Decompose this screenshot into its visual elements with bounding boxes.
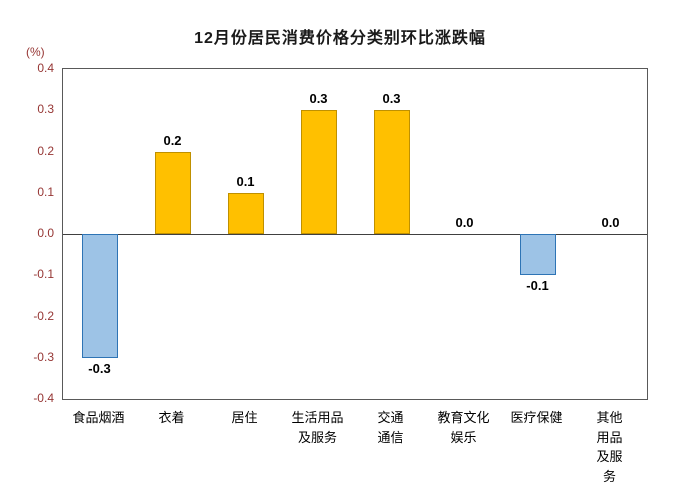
bar-value-label: 0.0 [455,215,474,230]
y-axis: 0.4 0.3 0.2 0.1 0.0 -0.1 -0.2 -0.3 -0.4 [0,61,54,405]
y-tick-label: -0.2 [33,308,54,323]
category-label: 食品烟酒 [72,410,125,425]
y-tick-label: 0.2 [37,143,54,158]
category-label: 衣着 [158,410,185,425]
category-label: 居住 [231,410,258,425]
x-axis: 食品烟酒 衣着 居住 生活用品 及服务 交通 通信 教育文化 娱乐 医疗保健 其他用品 及服务 [62,408,648,484]
y-axis-unit-label: (%) [26,45,45,59]
y-tick-label: 0.1 [37,184,54,199]
bar-0 [81,234,118,358]
zero-axis-line [63,234,647,235]
bar-value-label: 0.3 [309,91,328,107]
plot-area: -0.3 0.2 0.1 0.3 0.3 0.0 -0.1 0.0 [62,68,648,400]
bar-value-label: 0.0 [601,215,620,230]
bar-4 [373,110,410,234]
bar-3 [300,110,337,234]
bar-2 [227,192,264,234]
y-tick-label: -0.1 [33,267,54,282]
bar-value-label: -0.1 [526,278,549,294]
bar-value-label: 0.1 [236,173,255,189]
bar-value-label: -0.3 [88,360,111,376]
category-label: 医疗保健 [510,410,563,425]
y-tick-label: 0.4 [37,61,54,75]
category-label: 教育文化 娱乐 [437,410,490,445]
y-tick-label: -0.4 [33,391,54,405]
y-tick-label: 0.3 [37,102,54,117]
bar-value-label: 0.3 [382,91,401,107]
bar-1 [154,151,191,234]
category-label: 交通 通信 [377,410,404,445]
bar-6 [519,234,556,276]
category-label: 生活用品 及服务 [291,410,344,445]
y-tick-label: -0.3 [33,349,54,364]
y-tick-label: 0.0 [37,226,54,240]
bar-value-label: 0.2 [163,132,182,148]
chart-title: 12月份居民消费价格分类别环比涨跌幅 [194,30,486,47]
category-label: 其他用品 及服务 [596,410,623,484]
